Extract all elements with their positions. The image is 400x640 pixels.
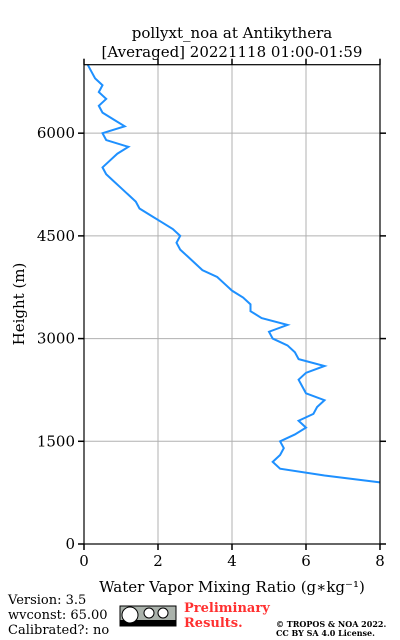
copyright: © TROPOS & NOA 2022.: [276, 619, 386, 629]
x-tick-label: 0: [79, 552, 89, 570]
chart-title: pollyxt_noa at Antikythera: [132, 24, 332, 42]
x-axis-label: Water Vapor Mixing Ratio (g∗kg⁻¹): [99, 578, 365, 596]
x-tick-label: 2: [153, 552, 163, 570]
status-box: Preliminary Results.: [184, 601, 270, 631]
x-tick-label: 6: [301, 552, 311, 570]
plot-frame: [83, 64, 381, 545]
y-tick-label: 4500: [37, 227, 75, 245]
x-tick-label: 4: [227, 552, 237, 570]
status: Preliminary Results.: [184, 601, 270, 631]
cc-icon: [119, 605, 177, 627]
profile-line: [86, 64, 381, 484]
y-tick-label: 3000: [37, 330, 75, 348]
y-tick-label: 1500: [37, 432, 75, 450]
wvconst: wvconst: 65.00: [8, 608, 108, 623]
chart-title: [Averaged] 20221118 01:00-01:59: [102, 43, 363, 61]
license: CC BY SA 4.0 License.: [276, 628, 375, 638]
y-axis-label: Height (m): [10, 263, 28, 346]
version: Version: 3.5: [7, 593, 86, 608]
calibrated: Calibrated?: no: [8, 623, 109, 638]
x-tick-label: 8: [375, 552, 385, 570]
y-tick-label: 6000: [37, 124, 75, 142]
y-tick-label: 0: [65, 535, 75, 553]
